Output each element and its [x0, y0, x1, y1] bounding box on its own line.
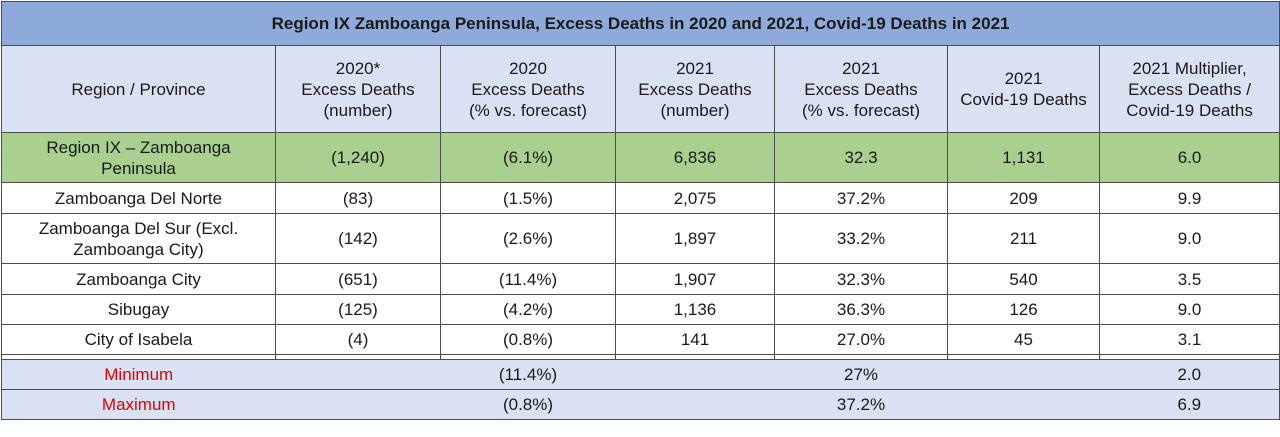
- region-name-cell: Region IX – Zamboanga Peninsula: [1, 132, 276, 183]
- header-row: Region / Province 2020* Excess Deaths (n…: [1, 45, 1280, 133]
- table-cell: 36.3%: [774, 294, 948, 325]
- column-header: 2020* Excess Deaths (number): [275, 45, 441, 133]
- table-row: Zamboanga Del Sur (Excl. Zamboanga City)…: [1, 213, 1280, 264]
- summary-label: Maximum: [1, 389, 276, 420]
- table-cell: 1,131: [947, 132, 1100, 183]
- table-cell: 1,897: [615, 213, 775, 264]
- table-cell: (651): [275, 263, 441, 295]
- table-cell: (4): [275, 324, 441, 355]
- table-cell: 141: [615, 324, 775, 355]
- province-name-cell: Zamboanga Del Sur (Excl. Zamboanga City): [1, 213, 276, 264]
- table-cell: 6,836: [615, 132, 775, 183]
- table-row: Zamboanga City (651) (11.4%) 1,907 32.3%…: [1, 263, 1280, 295]
- province-name-cell: Sibugay: [1, 294, 276, 325]
- table-cell: (142): [275, 213, 441, 264]
- table-cell: (83): [275, 182, 441, 214]
- table-cell: (0.8%): [440, 389, 616, 420]
- table-cell: 6.9: [1099, 389, 1280, 420]
- column-header: 2021 Covid-19 Deaths: [947, 45, 1100, 133]
- table-cell: 37.2%: [774, 182, 948, 214]
- table-title: Region IX Zamboanga Peninsula, Excess De…: [0, 1, 1280, 46]
- table-cell: 540: [947, 263, 1100, 295]
- table-cell: [275, 359, 441, 390]
- table-cell: (11.4%): [440, 263, 616, 295]
- table-cell: 27%: [774, 359, 948, 390]
- table-cell: (2.6%): [440, 213, 616, 264]
- table-cell: 32.3%: [774, 263, 948, 295]
- maximum-row: Maximum (0.8%) 37.2% 6.9: [1, 389, 1280, 420]
- table-cell: 9.9: [1098, 182, 1280, 214]
- table-cell: [947, 389, 1100, 420]
- column-header: 2021 Excess Deaths (number): [615, 45, 775, 133]
- table-cell: [615, 359, 775, 390]
- table-cell: 126: [947, 294, 1100, 325]
- title-row: Region IX Zamboanga Peninsula, Excess De…: [0, 1, 1280, 46]
- column-header: 2020 Excess Deaths (% vs. forecast): [440, 45, 616, 133]
- table-cell: (6.1%): [440, 132, 616, 183]
- table-cell: [275, 389, 441, 420]
- table-row: Zamboanga Del Norte (83) (1.5%) 2,075 37…: [1, 182, 1280, 214]
- summary-label: Minimum: [1, 359, 276, 390]
- table-cell: 2,075: [615, 182, 775, 214]
- column-header: 2021 Multiplier, Excess Deaths / Covid-1…: [1098, 45, 1280, 133]
- province-name-cell: Zamboanga City: [1, 263, 276, 295]
- table-cell: (0.8%): [440, 324, 616, 355]
- table-cell: 209: [947, 182, 1100, 214]
- column-header: 2021 Excess Deaths (% vs. forecast): [774, 45, 948, 133]
- table-cell: 1,136: [615, 294, 775, 325]
- table-cell: 3.1: [1098, 324, 1280, 355]
- table-cell: [615, 389, 775, 420]
- table-cell: 32.3: [774, 132, 948, 183]
- table-cell: 33.2%: [774, 213, 948, 264]
- table-cell: (1.5%): [440, 182, 616, 214]
- table-cell: 1,907: [615, 263, 775, 295]
- province-name-cell: City of Isabela: [1, 324, 276, 355]
- table-row: City of Isabela (4) (0.8%) 141 27.0% 45 …: [1, 324, 1280, 355]
- table-cell: 27.0%: [774, 324, 948, 355]
- table-cell: 9.0: [1098, 213, 1280, 264]
- minimum-row: Minimum (11.4%) 27% 2.0: [1, 359, 1280, 390]
- table-cell: 45: [947, 324, 1100, 355]
- region-total-row: Region IX – Zamboanga Peninsula (1,240) …: [1, 132, 1280, 183]
- table-cell: [947, 359, 1100, 390]
- table-cell: (4.2%): [440, 294, 616, 325]
- table-cell: (125): [275, 294, 441, 325]
- province-name-cell: Zamboanga Del Norte: [1, 182, 276, 214]
- table-cell: 6.0: [1098, 132, 1280, 183]
- excess-deaths-table: Region IX Zamboanga Peninsula, Excess De…: [0, 1, 1280, 420]
- table-cell: 2.0: [1099, 359, 1280, 390]
- table-cell: (11.4%): [440, 359, 616, 390]
- table-cell: 9.0: [1098, 294, 1280, 325]
- column-header: Region / Province: [1, 45, 276, 133]
- table-cell: 3.5: [1098, 263, 1280, 295]
- table-cell: (1,240): [275, 132, 441, 183]
- table-cell: 211: [947, 213, 1100, 264]
- table-cell: 37.2%: [774, 389, 948, 420]
- table-row: Sibugay (125) (4.2%) 1,136 36.3% 126 9.0: [1, 294, 1280, 325]
